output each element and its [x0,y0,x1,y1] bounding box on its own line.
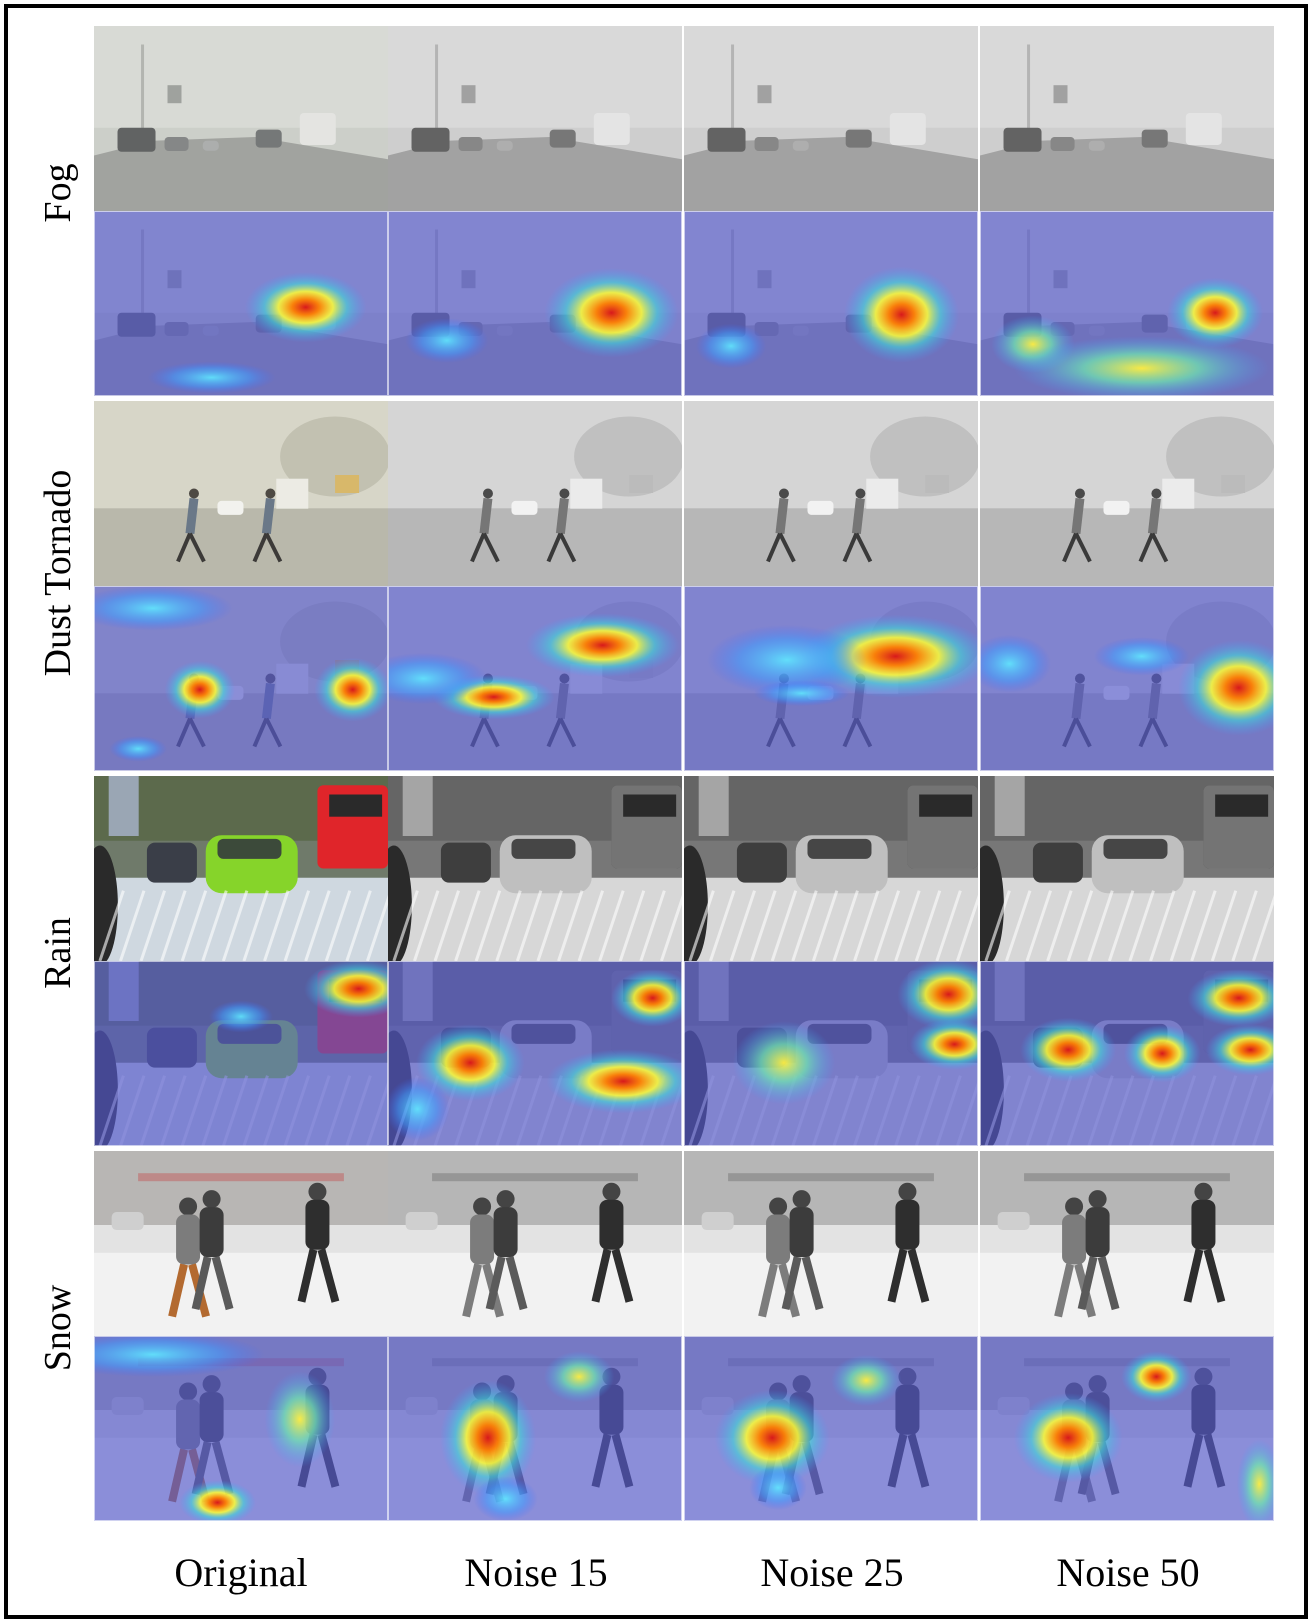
photo-rain-3 [980,776,1274,961]
row-label-snow: Snow [37,1284,79,1372]
photo-snow-2 [684,1151,978,1336]
photo-dust-1 [388,401,682,586]
figure-frame: Fog Dust Tornado Rain Snow Original Nois… [4,4,1308,1619]
heatmap-rain-2 [684,961,978,1146]
photo-rain-2 [684,776,978,961]
photo-fog-0 [94,26,388,211]
heatmap-snow-0 [94,1336,388,1521]
column-label-original: Original [174,1550,308,1595]
photo-fog-2 [684,26,978,211]
row-label-dust-tornado: Dust Tornado [37,469,79,677]
heatmap-fog-1 [388,211,682,396]
heatmap-fog-2 [684,211,978,396]
heatmap-dust-1 [388,586,682,771]
heatmap-fog-3 [980,211,1274,396]
photo-snow-3 [980,1151,1274,1336]
photo-dust-0 [94,401,388,586]
heatmap-rain-1 [388,961,682,1146]
heatmap-snow-1 [388,1336,682,1521]
column-label-noise-50: Noise 50 [1056,1550,1200,1595]
photo-fog-3 [980,26,1274,211]
photo-snow-0 [94,1151,388,1336]
photo-fog-1 [388,26,682,211]
heatmap-snow-3 [980,1336,1274,1521]
photo-snow-1 [388,1151,682,1336]
column-label-noise-15: Noise 15 [464,1550,608,1595]
heatmap-dust-2 [684,586,978,771]
photo-rain-1 [388,776,682,961]
photo-rain-0 [94,776,388,961]
heatmap-rain-3 [980,961,1274,1146]
heatmap-rain-0 [94,961,388,1146]
row-label-rain: Rain [37,917,79,989]
column-label-noise-25: Noise 25 [760,1550,904,1595]
row-label-fog: Fog [37,163,79,223]
heatmap-snow-2 [684,1336,978,1521]
image-grid [94,26,1274,1521]
photo-dust-3 [980,401,1274,586]
heatmap-dust-0 [94,586,388,771]
heatmap-dust-3 [980,586,1274,771]
heatmap-fog-0 [94,211,388,396]
photo-dust-2 [684,401,978,586]
